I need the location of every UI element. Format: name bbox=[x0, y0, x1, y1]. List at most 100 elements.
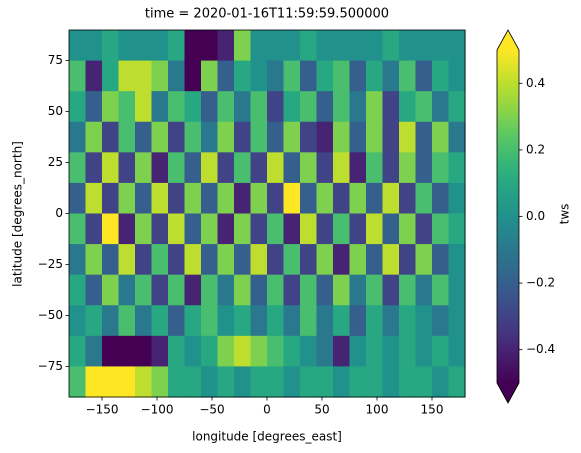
heatmap-cell bbox=[333, 213, 351, 245]
heatmap-cell bbox=[432, 182, 450, 215]
colorbar-tick-label: 0.2 bbox=[526, 142, 545, 156]
heatmap-cell bbox=[399, 244, 417, 276]
heatmap-cell bbox=[168, 30, 186, 62]
x-tick-label: −100 bbox=[141, 403, 174, 417]
heatmap-cell bbox=[399, 60, 417, 92]
colorbar-extend-bottom bbox=[497, 383, 519, 403]
heatmap-cell bbox=[316, 274, 334, 306]
heatmap-cell bbox=[283, 335, 301, 368]
heatmap-cell bbox=[151, 152, 169, 184]
heatmap-cell bbox=[118, 274, 136, 306]
heatmap-cell bbox=[300, 366, 318, 398]
heatmap-cell bbox=[151, 30, 169, 62]
heatmap-cell bbox=[135, 213, 153, 245]
heatmap-cell bbox=[250, 244, 268, 276]
colorbar-extend-top bbox=[497, 30, 519, 50]
heatmap-cell bbox=[201, 335, 219, 368]
heatmap-cell bbox=[85, 121, 103, 153]
y-tick-label: −50 bbox=[38, 308, 63, 322]
heatmap-cell bbox=[234, 182, 252, 215]
heatmap-cell bbox=[201, 30, 219, 62]
heatmap-cell bbox=[399, 182, 417, 215]
heatmap-cell bbox=[201, 244, 219, 276]
heatmap-cell bbox=[151, 91, 169, 123]
heatmap-cell bbox=[151, 60, 169, 92]
heatmap-cell bbox=[300, 335, 318, 368]
heatmap-cell bbox=[415, 30, 433, 62]
heatmap-cell bbox=[382, 121, 400, 153]
heatmap-cell bbox=[168, 305, 186, 337]
heatmap-cell bbox=[85, 182, 103, 215]
heatmap-cell bbox=[118, 335, 136, 368]
heatmap-cell bbox=[333, 121, 351, 153]
heatmap-cell bbox=[234, 91, 252, 123]
heatmap-cell bbox=[415, 60, 433, 92]
heatmap-cell bbox=[69, 335, 87, 368]
heatmap-cell bbox=[135, 182, 153, 215]
heatmap-cell bbox=[349, 121, 367, 153]
heatmap-cell bbox=[184, 60, 202, 92]
heatmap-cell bbox=[316, 213, 334, 245]
heatmap-cell bbox=[250, 121, 268, 153]
heatmap-cell bbox=[168, 335, 186, 368]
y-tick-label: −75 bbox=[38, 359, 63, 373]
heatmap-cell bbox=[184, 213, 202, 245]
heatmap-cell bbox=[283, 366, 301, 398]
heatmap-cell bbox=[234, 305, 252, 337]
heatmap-cell bbox=[69, 60, 87, 92]
heatmap-cell bbox=[432, 305, 450, 337]
heatmap-cell bbox=[250, 152, 268, 184]
heatmap-cell bbox=[151, 213, 169, 245]
heatmap-cell bbox=[184, 91, 202, 123]
heatmap-cell bbox=[399, 305, 417, 337]
heatmap-cell bbox=[366, 244, 384, 276]
heatmap-cell bbox=[300, 274, 318, 306]
x-tick-label: 150 bbox=[421, 403, 444, 417]
heatmap-cell bbox=[184, 366, 202, 398]
heatmap-cell bbox=[168, 182, 186, 215]
heatmap-cell bbox=[448, 30, 466, 62]
heatmap-cell bbox=[366, 305, 384, 337]
heatmap-cell bbox=[118, 60, 136, 92]
heatmap-cell bbox=[349, 152, 367, 184]
heatmap-cell bbox=[118, 213, 136, 245]
heatmap-cell bbox=[448, 182, 466, 215]
heatmap-cell bbox=[382, 305, 400, 337]
heatmap-cell bbox=[300, 213, 318, 245]
heatmap-cell bbox=[151, 244, 169, 276]
heatmap-cell bbox=[382, 244, 400, 276]
heatmap-cell bbox=[201, 60, 219, 92]
heatmap-cell bbox=[300, 305, 318, 337]
heatmap-cell bbox=[415, 335, 433, 368]
heatmap-cell bbox=[349, 335, 367, 368]
heatmap-cell bbox=[349, 30, 367, 62]
y-tick-label: 50 bbox=[48, 104, 63, 118]
heatmap-cell bbox=[69, 305, 87, 337]
heatmap-cell bbox=[250, 335, 268, 368]
heatmap-cell bbox=[267, 335, 285, 368]
heatmap-cell bbox=[267, 305, 285, 337]
heatmap-cell bbox=[102, 305, 120, 337]
heatmap-cell bbox=[333, 91, 351, 123]
heatmap-cell bbox=[283, 182, 301, 215]
heatmap-cell bbox=[217, 366, 235, 398]
heatmap-cell bbox=[382, 60, 400, 92]
heatmap-cell bbox=[118, 182, 136, 215]
heatmap-cell bbox=[316, 60, 334, 92]
heatmap-cell bbox=[349, 182, 367, 215]
heatmap-cell bbox=[250, 30, 268, 62]
heatmap-cell bbox=[69, 91, 87, 123]
heatmap-cell bbox=[366, 366, 384, 398]
heatmap-cell bbox=[201, 152, 219, 184]
heatmap-cell bbox=[102, 335, 120, 368]
heatmap-cell bbox=[300, 121, 318, 153]
heatmap-cell bbox=[415, 305, 433, 337]
heatmap-cell bbox=[201, 121, 219, 153]
heatmap-cell bbox=[382, 182, 400, 215]
heatmap-cell bbox=[399, 213, 417, 245]
heatmap-cell bbox=[448, 152, 466, 184]
heatmap-cell bbox=[366, 182, 384, 215]
heatmap-cell bbox=[399, 335, 417, 368]
heatmap-cell bbox=[69, 30, 87, 62]
heatmap-cell bbox=[217, 244, 235, 276]
